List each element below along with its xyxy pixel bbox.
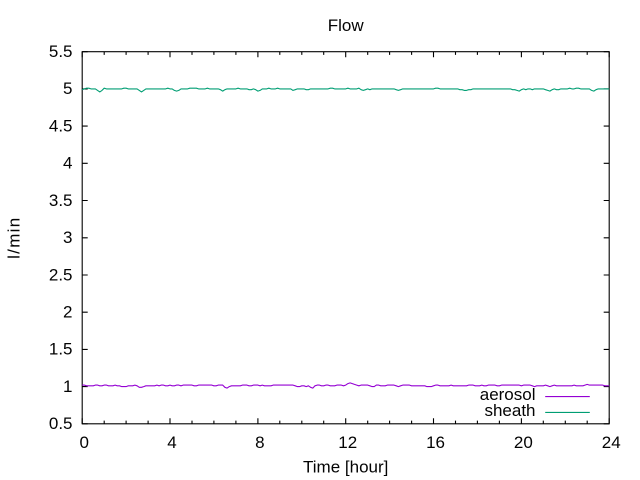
svg-text:16: 16 (426, 433, 445, 452)
svg-text:4: 4 (63, 154, 72, 173)
svg-text:1: 1 (63, 377, 72, 396)
svg-text:1.5: 1.5 (49, 340, 73, 359)
svg-text:3: 3 (63, 228, 72, 247)
svg-text:5.5: 5.5 (49, 42, 73, 61)
svg-text:Flow: Flow (328, 16, 365, 35)
svg-text:0: 0 (79, 433, 88, 452)
svg-text:8: 8 (255, 433, 264, 452)
svg-text:0.5: 0.5 (49, 414, 73, 433)
svg-text:2.5: 2.5 (49, 265, 73, 284)
svg-text:2: 2 (63, 302, 72, 321)
svg-text:l/min: l/min (5, 216, 24, 258)
svg-text:sheath: sheath (484, 401, 535, 420)
svg-text:20: 20 (514, 433, 533, 452)
svg-text:Time [hour]: Time [hour] (303, 458, 388, 477)
svg-text:4.5: 4.5 (49, 116, 73, 135)
svg-text:aerosol: aerosol (480, 385, 536, 404)
svg-text:12: 12 (338, 433, 357, 452)
svg-text:3.5: 3.5 (49, 191, 73, 210)
svg-text:5: 5 (63, 79, 72, 98)
svg-text:24: 24 (602, 433, 621, 452)
svg-text:4: 4 (167, 433, 176, 452)
